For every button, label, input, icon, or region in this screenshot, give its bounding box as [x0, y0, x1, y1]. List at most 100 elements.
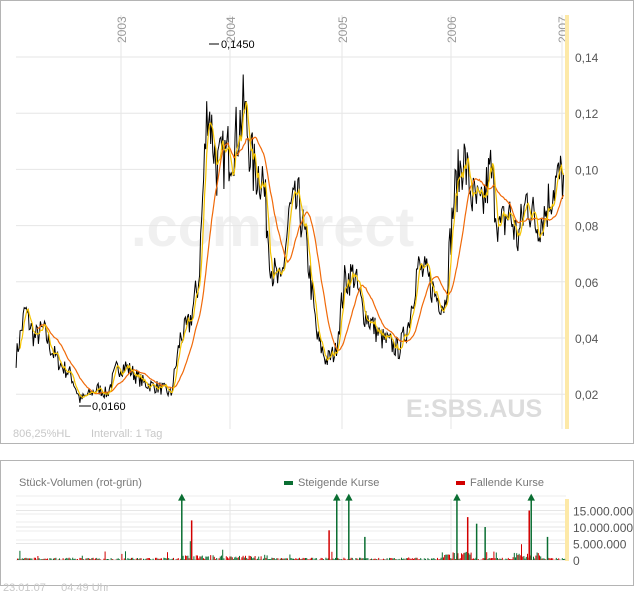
volume-bar [257, 558, 258, 560]
volume-bar [175, 559, 177, 560]
volume-bar [189, 541, 191, 560]
volume-bar [320, 557, 322, 560]
y-tick-label: 0,04 [575, 332, 599, 346]
volume-bar [383, 558, 384, 560]
volume-bar [385, 559, 387, 560]
volume-bar [564, 558, 566, 560]
volume-bar [305, 558, 306, 560]
volume-bar [200, 556, 202, 560]
info-range: 806,25%HL [13, 428, 71, 440]
volume-bar [330, 559, 332, 560]
volume-bar [279, 558, 281, 560]
volume-bar [284, 558, 286, 560]
volume-bar [486, 552, 488, 560]
volume-bar [37, 556, 39, 560]
volume-bar [35, 557, 36, 560]
volume-bar [557, 559, 558, 560]
low-label: 0,0160 [92, 401, 126, 413]
volume-bar [276, 558, 278, 560]
volume-bar [432, 558, 434, 560]
volume-bar [291, 558, 293, 560]
volume-bar [527, 553, 528, 560]
footer-date: 23.01.07 [3, 582, 46, 594]
volume-bar [396, 559, 398, 560]
volume-bar [390, 558, 392, 560]
volume-bar [522, 556, 524, 560]
volume-bar [461, 553, 462, 560]
volume-bar [451, 558, 453, 560]
clipped-arrow-icon [345, 493, 353, 501]
volume-peak-bar [484, 527, 486, 560]
y-tick-label: 0,06 [575, 276, 599, 290]
volume-bar [321, 558, 323, 560]
volume-bar [253, 557, 255, 560]
volume-peak-bar [181, 495, 183, 560]
volume-bar [216, 558, 218, 560]
volume-bar [302, 557, 304, 560]
volume-bar [347, 559, 348, 560]
legend-label: Fallende Kurse [470, 477, 544, 489]
volume-bar [366, 558, 368, 560]
volume-bar [123, 558, 125, 560]
volume-bar [519, 555, 521, 560]
volume-bar [246, 558, 248, 560]
volume-bar [89, 558, 90, 560]
volume-bar [360, 557, 362, 560]
volume-bar [299, 557, 300, 560]
volume-bar [266, 555, 268, 560]
volume-bar [398, 558, 400, 560]
volume-bar [371, 558, 372, 560]
volume-bar [509, 559, 510, 560]
volume-bar [30, 558, 32, 560]
volume-bar [543, 558, 545, 560]
volume-bar [470, 552, 472, 560]
volume-bar [254, 556, 256, 560]
volume-bar [313, 559, 315, 560]
y-tick-label: 0 [573, 554, 580, 568]
volume-bar [521, 544, 522, 560]
volume-bar [295, 558, 297, 560]
volume-bar [401, 557, 402, 560]
volume-bar [55, 557, 57, 560]
volume-bar [236, 558, 238, 560]
volume-bar [33, 557, 35, 560]
volume-bar [359, 557, 360, 560]
volume-bar [138, 559, 140, 560]
volume-bar [242, 555, 244, 560]
volume-bar [487, 559, 489, 560]
volume-bar [450, 558, 452, 560]
volume-bar [129, 558, 131, 560]
volume-bar [440, 557, 442, 560]
volume-bar [373, 558, 375, 560]
volume-bar [19, 550, 21, 560]
volume-bar [26, 558, 28, 560]
volume-bar [137, 558, 138, 560]
volume-bar [180, 558, 182, 560]
volume-bar [447, 554, 449, 560]
volume-bar [213, 556, 215, 560]
volume-bar [524, 558, 526, 560]
volume-bar [25, 557, 27, 560]
volume-bar [54, 558, 56, 560]
x-tick-label: 2003 [115, 16, 129, 43]
volume-bar [498, 559, 500, 560]
volume-bar [229, 556, 231, 560]
volume-bar [139, 558, 141, 560]
clipped-arrow-icon [527, 493, 535, 501]
volume-bar [27, 558, 29, 560]
volume-bar [231, 557, 233, 560]
volume-bar [21, 558, 23, 560]
volume-bar [75, 559, 77, 560]
volume-bar [289, 554, 291, 560]
volume-peak-bar [528, 510, 530, 560]
volume-bar [483, 558, 485, 560]
volume-bar [44, 558, 46, 560]
today-marker [565, 499, 569, 561]
volume-bar [499, 558, 501, 560]
volume-bar [500, 559, 502, 560]
volume-bar [505, 558, 507, 560]
volume-bar [338, 558, 340, 560]
volume-bar [167, 552, 168, 560]
volume-bar [204, 558, 206, 560]
volume-bar [197, 555, 198, 560]
